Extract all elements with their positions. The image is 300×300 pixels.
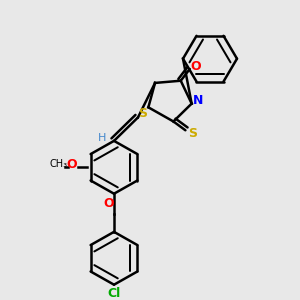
Text: O: O [190, 60, 201, 73]
Text: O: O [67, 158, 77, 171]
Text: N: N [193, 94, 203, 107]
Text: S: S [188, 127, 197, 140]
Text: CH₃: CH₃ [50, 159, 68, 170]
Text: S: S [138, 107, 147, 120]
Text: O: O [103, 197, 114, 211]
Text: H: H [98, 133, 106, 143]
Text: Cl: Cl [107, 287, 121, 300]
